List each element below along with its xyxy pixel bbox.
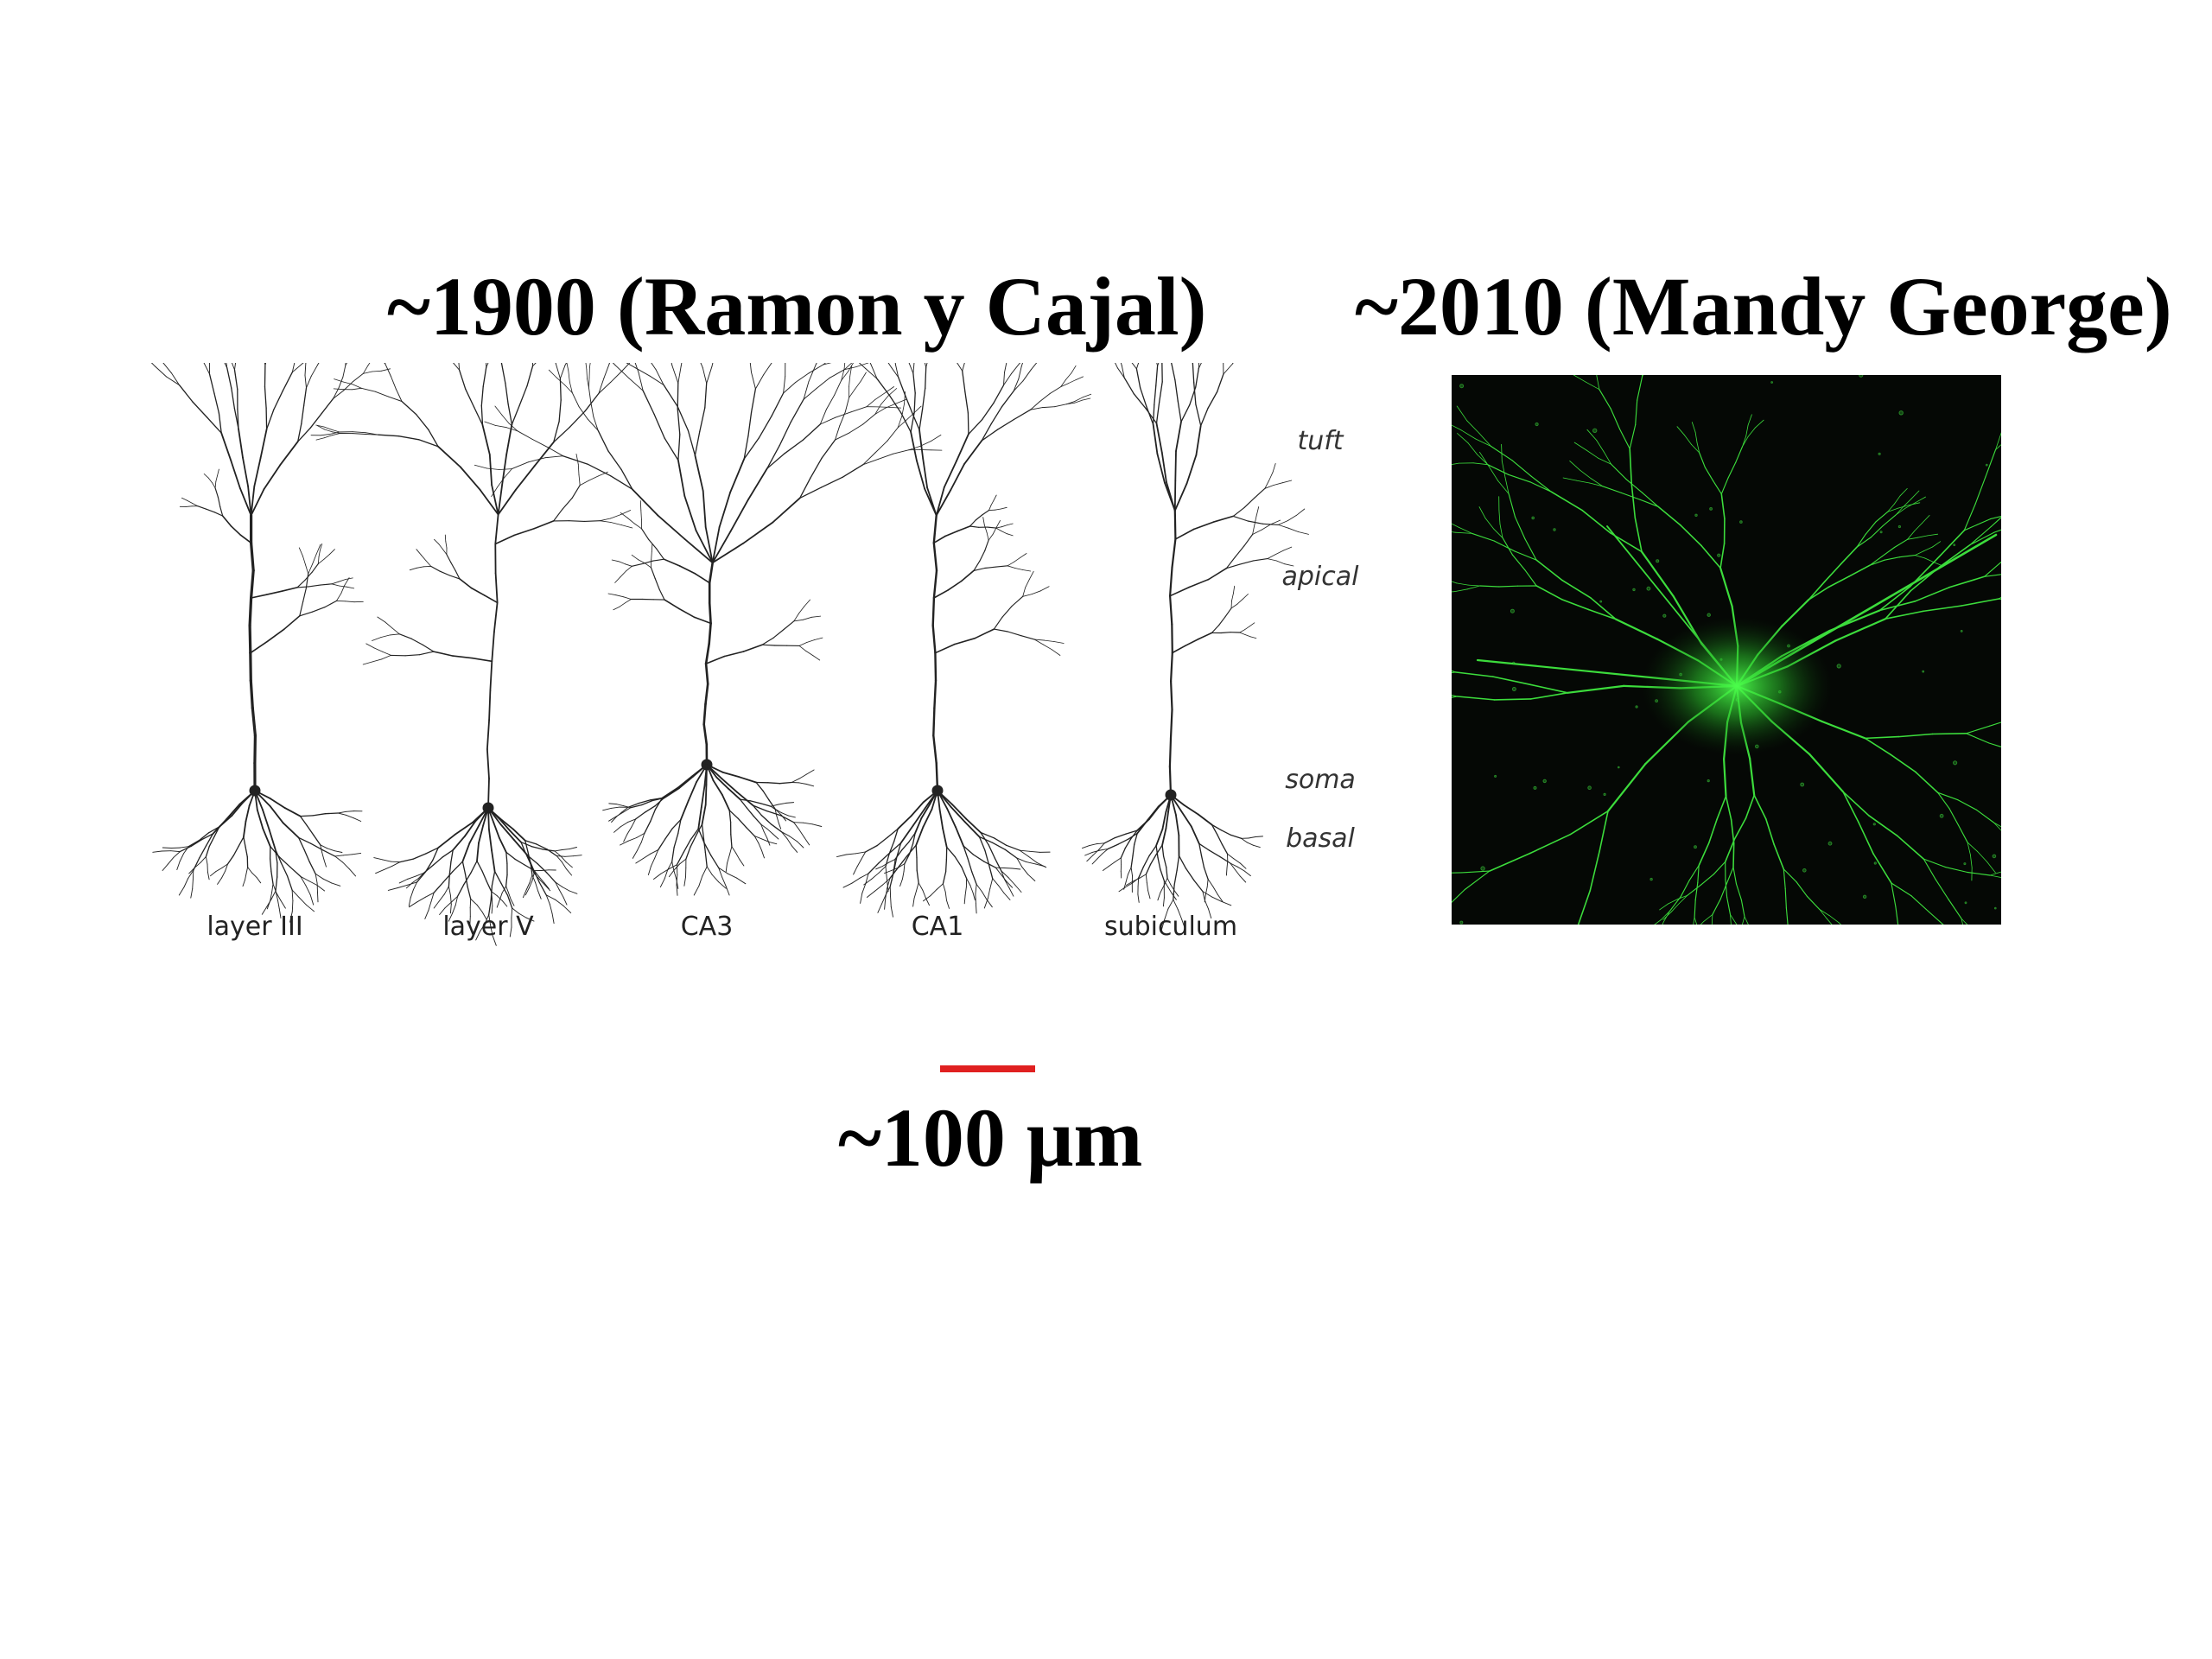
cell-label-layer-v: layer V (442, 912, 534, 942)
region-label-basal: basal (1286, 823, 1355, 854)
scale-label: ~100 μm (838, 1091, 1143, 1184)
cell-label-ca3: CA3 (681, 912, 734, 942)
region-label-soma: soma (1285, 765, 1356, 795)
cell-label-ca1: CA1 (912, 912, 964, 942)
cell-label-subiculum: subiculum (1104, 912, 1237, 942)
region-label-tuft: tuft (1297, 426, 1344, 456)
cell-label-layer-iii: layer III (207, 912, 302, 942)
title-cajal: ~1900 (Ramon y Cajal) (387, 260, 1207, 353)
title-george: ~2010 (Mandy George) (1355, 260, 2172, 353)
fluorescence-micrograph (1452, 375, 2001, 925)
neuron-drawings-panel: layer III layer V CA3 CA1 subiculum tuft… (138, 363, 1382, 950)
region-label-apical: apical (1282, 562, 1360, 592)
scale-bar (940, 1065, 1035, 1072)
